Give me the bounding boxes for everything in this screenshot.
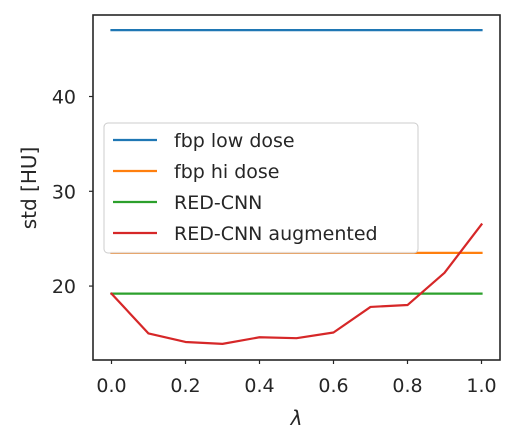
y-tick-label: 30 <box>52 181 76 203</box>
legend-label-1: fbp hi dose <box>174 161 279 183</box>
x-tick-label: 0.8 <box>392 375 422 397</box>
x-tick-label: 0.2 <box>170 375 200 397</box>
y-tick-label: 20 <box>52 276 76 298</box>
x-tick-label: 1.0 <box>466 375 496 397</box>
x-tick-label: 0.6 <box>318 375 348 397</box>
y-tick-label: 40 <box>52 87 76 109</box>
legend-label-2: RED-CNN <box>174 192 262 214</box>
x-tick-label: 0.4 <box>244 375 274 397</box>
legend-label-0: fbp low dose <box>174 130 295 152</box>
legend-label-3: RED-CNN augmented <box>174 223 378 245</box>
x-tick-label: 0.0 <box>96 375 126 397</box>
x-axis-label: λ <box>290 406 303 430</box>
y-axis-label: std [HU] <box>17 147 41 230</box>
legend: fbp low dose fbp hi dose RED-CNN RED-CNN au… <box>104 123 418 253</box>
